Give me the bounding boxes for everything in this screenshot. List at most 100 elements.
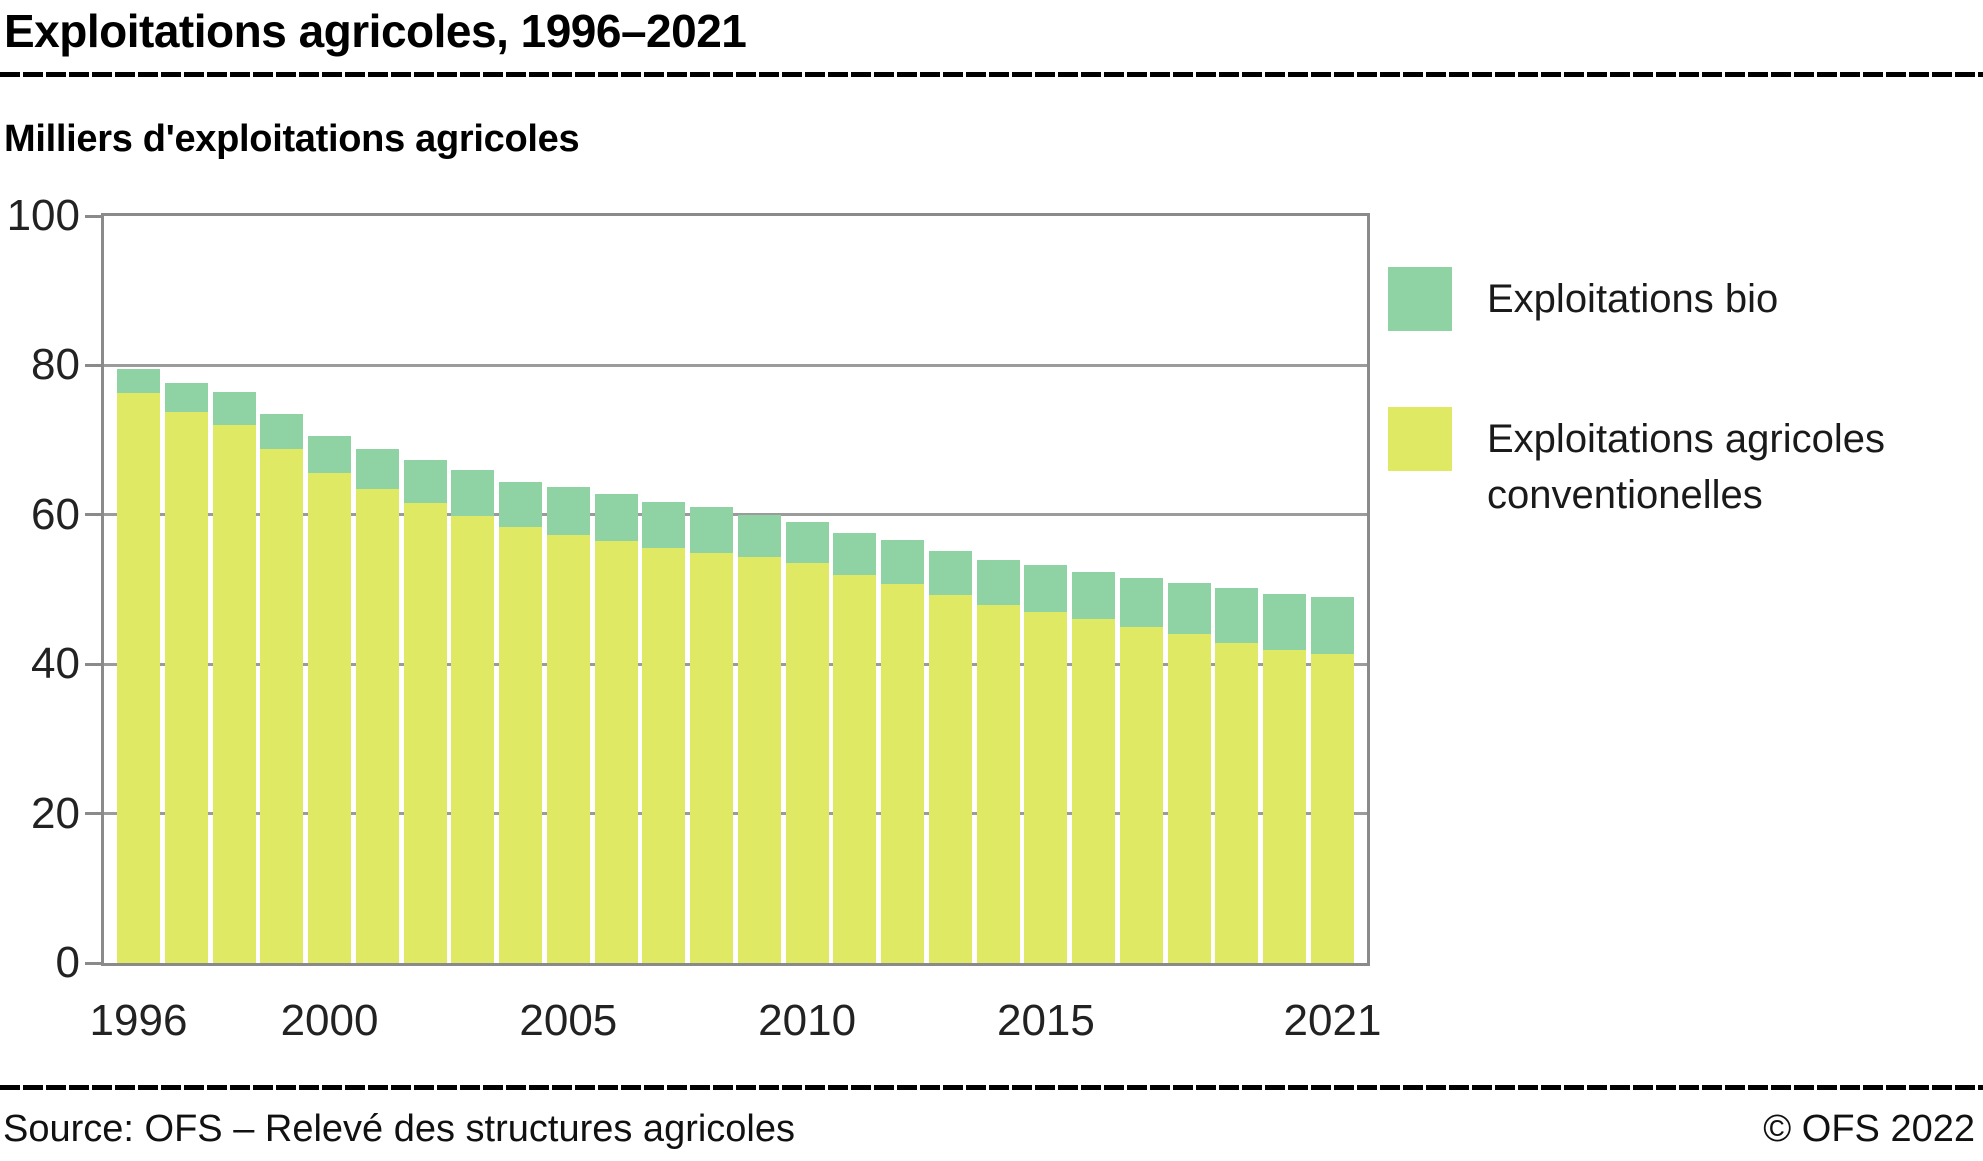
bio-segment xyxy=(260,413,304,450)
y-tick-60 xyxy=(85,513,104,517)
bio-segment xyxy=(1167,582,1211,635)
x-tick-label-1996: 1996 xyxy=(89,996,188,1045)
x-tick-label-2005: 2005 xyxy=(519,996,618,1045)
bio-segment xyxy=(212,392,256,426)
conventional-segment xyxy=(1263,650,1306,963)
bar-2020 xyxy=(1263,216,1306,963)
bio-segment xyxy=(1072,572,1115,620)
conventional-segment xyxy=(164,411,208,963)
bar-2007 xyxy=(642,216,686,963)
bio-segment xyxy=(499,481,542,527)
copyright-text: © OFS 2022 xyxy=(1763,1108,1975,1150)
conventional-segment xyxy=(690,552,733,963)
y-tick-20 xyxy=(85,812,104,816)
title-divider xyxy=(0,72,1983,77)
y-tick-label-80: 80 xyxy=(31,340,80,390)
y-tick-label-40: 40 xyxy=(31,639,80,689)
conventional-segment xyxy=(1024,611,1068,963)
bio-segment xyxy=(451,470,495,516)
bar-2011 xyxy=(833,216,877,963)
bio-segment xyxy=(928,550,972,595)
bars-layer xyxy=(104,216,1367,963)
bio-segment xyxy=(1310,596,1354,654)
conventional-segment xyxy=(737,557,781,963)
bio-segment xyxy=(403,459,447,503)
y-tick-label-20: 20 xyxy=(31,788,80,838)
bio-segment xyxy=(546,487,590,535)
bio-segment xyxy=(308,435,351,473)
bio-segment xyxy=(164,382,208,412)
bar-1998 xyxy=(212,216,256,963)
bar-2002 xyxy=(403,216,447,963)
bar-1996 xyxy=(117,216,160,963)
conventional-segment xyxy=(117,393,160,963)
bar-2015 xyxy=(1024,216,1068,963)
bio-segment xyxy=(1024,564,1068,612)
bar-2008 xyxy=(690,216,733,963)
bar-2021 xyxy=(1310,216,1354,963)
conventional-segment xyxy=(499,526,542,963)
bar-2018 xyxy=(1167,216,1211,963)
x-tick-label-2021: 2021 xyxy=(1283,996,1382,1045)
bio-segment xyxy=(594,493,638,541)
bio-segment xyxy=(785,522,829,564)
bio-segment xyxy=(355,449,399,489)
y-tick-100 xyxy=(85,214,104,218)
bar-2013 xyxy=(928,216,972,963)
bar-2010 xyxy=(785,216,829,963)
bio-segment xyxy=(1263,594,1306,651)
bar-2014 xyxy=(976,216,1020,963)
legend: Exploitations bio Exploitations agricole… xyxy=(1388,267,1983,599)
conventional-segment xyxy=(260,449,304,963)
conventional-segment xyxy=(1072,619,1115,963)
bar-2006 xyxy=(594,216,638,963)
bar-2012 xyxy=(881,216,924,963)
conventional-swatch xyxy=(1388,407,1452,471)
plot-area xyxy=(85,213,1370,966)
conventional-segment xyxy=(1119,626,1163,963)
bio-swatch xyxy=(1388,267,1452,331)
y-tick-label-100: 100 xyxy=(6,191,80,240)
bio-segment xyxy=(642,502,686,549)
conventional-segment xyxy=(976,605,1020,963)
conventional-segment xyxy=(1215,642,1259,963)
bar-2004 xyxy=(499,216,542,963)
gridline-20 xyxy=(104,812,1367,816)
conventional-segment xyxy=(1167,634,1211,963)
gridline-60 xyxy=(104,513,1367,517)
conventional-segment xyxy=(928,594,972,963)
y-tick-label-0: 0 xyxy=(55,938,80,987)
bio-segment xyxy=(690,507,733,553)
conventional-segment xyxy=(546,534,590,963)
x-tick-label-2015: 2015 xyxy=(996,996,1095,1045)
x-tick-label-2000: 2000 xyxy=(280,996,379,1045)
chart-subtitle: Milliers d'exploitations agricoles xyxy=(4,118,580,160)
bar-1999 xyxy=(260,216,304,963)
conventional-segment xyxy=(1310,653,1354,963)
gridline-40 xyxy=(104,662,1367,666)
bar-2001 xyxy=(355,216,399,963)
conventional-segment xyxy=(594,540,638,963)
legend-item-bio: Exploitations bio xyxy=(1388,267,1983,331)
legend-label-bio: Exploitations bio xyxy=(1487,277,1779,321)
bar-2009 xyxy=(737,216,781,963)
conventional-segment xyxy=(785,563,829,963)
conventional-segment xyxy=(642,548,686,963)
bio-segment xyxy=(833,532,877,575)
y-tick-80 xyxy=(85,363,104,367)
legend-label-conventional: Exploitations agricoles conventionelles xyxy=(1487,417,1885,517)
bar-2000 xyxy=(308,216,351,963)
y-tick-0 xyxy=(85,961,104,965)
bar-1997 xyxy=(164,216,208,963)
page-title: Exploitations agricoles, 1996–2021 xyxy=(4,5,747,57)
conventional-segment xyxy=(212,425,256,963)
conventional-segment xyxy=(308,472,351,963)
bio-segment xyxy=(737,514,781,558)
x-tick-label-2010: 2010 xyxy=(758,996,857,1045)
conventional-segment xyxy=(451,515,495,963)
bio-segment xyxy=(117,369,160,394)
bio-segment xyxy=(1215,588,1259,643)
conventional-segment xyxy=(833,574,877,963)
gridline-80 xyxy=(104,363,1367,367)
